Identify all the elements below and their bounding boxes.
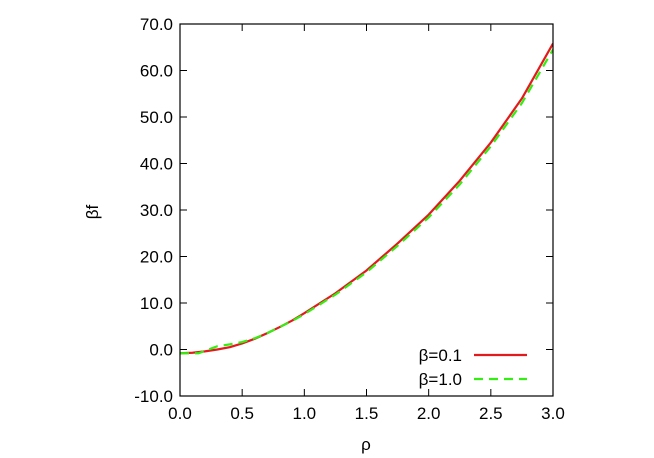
y-axis-label: βf: [83, 204, 102, 219]
plot-frame: [179, 23, 554, 397]
x-tick-label: 2.5: [479, 404, 503, 423]
y-tick-label: -10.0: [134, 387, 173, 406]
x-tick-label: 3.0: [541, 404, 565, 423]
y-tick-label: 50.0: [140, 108, 173, 127]
y-tick-label: 30.0: [140, 201, 173, 220]
y-tick-label: 60.0: [140, 62, 173, 81]
x-tick-label: 1.0: [293, 404, 317, 423]
x-tick-label: 0.0: [168, 404, 192, 423]
legend-label-1: β=0.1: [419, 346, 462, 365]
x-tick-label: 1.5: [355, 404, 379, 423]
x-tick-label: 0.5: [230, 404, 254, 423]
legend: β=0.1 β=1.0: [419, 346, 527, 389]
y-tick-label: 10.0: [140, 294, 173, 313]
y-tick-label: 40.0: [140, 155, 173, 174]
y-tick-label: 0.0: [149, 341, 173, 360]
y-tick-label: 70.0: [140, 15, 173, 34]
y-tick-label: 20.0: [140, 248, 173, 267]
x-axis-label: ρ: [361, 435, 371, 454]
series-line-1: [180, 42, 553, 355]
x-tick-label: 2.0: [417, 404, 441, 423]
legend-label-2: β=1.0: [419, 370, 462, 389]
series-line-2: [180, 49, 553, 355]
